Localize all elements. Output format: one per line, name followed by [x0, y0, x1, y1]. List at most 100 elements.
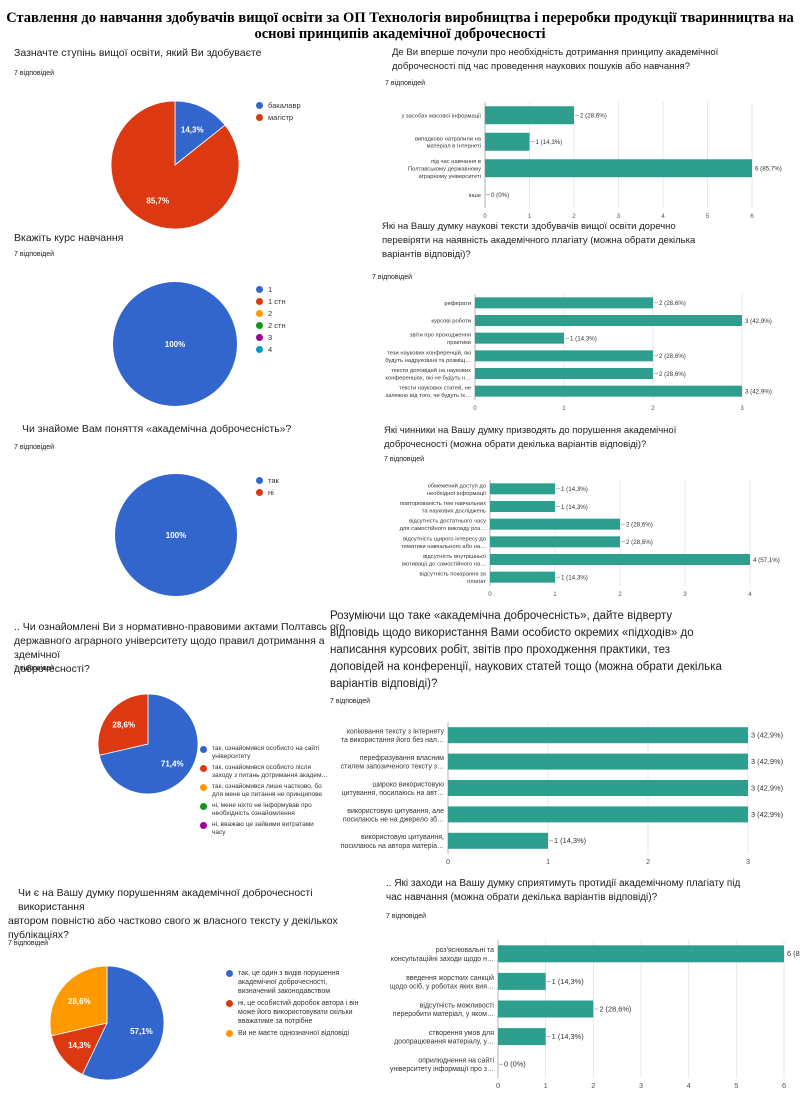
bar-value-label: 4 (57,1%) [753, 557, 780, 564]
pie1-legend: бакалавр магістр [256, 101, 376, 125]
legend-dot-icon [256, 114, 263, 121]
category-label: відсутність можливості переробити матеріа… [393, 1001, 495, 1018]
legend-item: так [256, 476, 376, 485]
bar5-count: 7 відповідей [386, 913, 427, 920]
bar3-chart: 0 1 2 3 4 1 (14,3%) обмежений доступ до необхід… [400, 480, 780, 598]
category-label: широко використовую цитування, посилаюсь … [342, 781, 444, 797]
bar [490, 571, 555, 583]
legend-item: так, ознайомився лише частково, бо для ме… [200, 783, 335, 799]
x-tick-label: 1 [546, 857, 550, 866]
x-tick-label: 2 [591, 1081, 595, 1090]
legend-dot-icon [256, 334, 263, 341]
bar [485, 106, 574, 125]
bar3-question: Які чинники на Вашу думку призводять до … [384, 425, 677, 450]
bar-value-label: 2 (28,6%) [659, 371, 686, 378]
pie3-chart: 100% [115, 474, 237, 596]
pie-slice-label: 57,1% [130, 1027, 153, 1036]
category-label: тези наукових конференцій, які будуть над… [385, 349, 471, 363]
x-tick-label: 6 [750, 213, 754, 220]
bar [490, 501, 555, 512]
x-tick-label: 2 [651, 405, 655, 412]
legend-dot-icon [226, 1030, 233, 1037]
pie-slice-label: 71,4% [161, 759, 184, 768]
pie5-question-line: автором повністю або частково свого ж вл… [8, 915, 338, 927]
x-tick-label: 4 [748, 591, 752, 598]
legend-label: так, ознайомився особисто на сайті універ… [212, 745, 320, 760]
bar1-chart: 0 1 2 3 4 5 6 2 (28,6%) у засобах масової інформ… [402, 102, 782, 220]
legend-item: бакалавр [256, 101, 376, 110]
legend-label: бакалавр [268, 101, 301, 110]
legend-item: 1 стн [256, 297, 376, 306]
legend-dot-icon [226, 970, 233, 977]
bar [498, 945, 784, 963]
legend-label: 1 [268, 285, 273, 294]
category-label: інше [469, 193, 481, 199]
bar4-chart: 0 1 2 3 3 (42,9%) копіювання тексту з Інтерне… [341, 722, 783, 866]
pie-slice-label: 100% [166, 531, 186, 540]
pie-slice-label: 100% [165, 340, 185, 349]
bar-value-label: 2 (28,6%) [580, 113, 607, 120]
bar-value-label: 3 (42,9%) [745, 318, 772, 325]
bar [490, 518, 620, 530]
pie5-chart: 57,1% 14,3% 28,6% [49, 965, 165, 1081]
legend-item: ні, це особистий доробок автора і він мож… [226, 999, 376, 1026]
bar-value-label: 6 (85,7%) [755, 166, 782, 173]
x-tick-label: 1 [553, 591, 557, 598]
pie2-legend: 1 1 стн 2 2 стн 3 4 [256, 285, 376, 357]
legend-item: так, ознайомився особисто на сайті універ… [200, 745, 335, 761]
bar1-question: Де Ви вперше почули про необхідність дот… [392, 47, 719, 72]
bar [490, 483, 555, 495]
category-label: створення умов для доопрацювання матеріал… [394, 1030, 494, 1046]
legend-label: ні [268, 488, 274, 497]
x-tick-label: 2 [618, 591, 622, 598]
category-label: повторюваність тем навчальних та наукових… [400, 501, 486, 514]
legend-label: ні, вважаю це зайвими витратами часу [212, 821, 314, 836]
legend-label: ні, мене ніхто не інформував про необхідн… [212, 802, 312, 817]
category-label: звіти про проходження практики [410, 333, 471, 346]
legend-item: 4 [256, 345, 376, 354]
x-tick-label: 4 [687, 1081, 691, 1090]
category-label: введення жорстких санкцій щодо осіб, у ро… [390, 974, 494, 991]
legend-label: так, ознайомився особисто після заходу з … [212, 764, 329, 779]
pie1-question: Зазначте ступінь вищої освіти, який Ви з… [14, 47, 262, 59]
bar-value-label: 2 (28,6%) [626, 539, 653, 546]
pie5-count: 7 відповідей [8, 940, 49, 947]
legend-dot-icon [200, 765, 207, 772]
category-label: у засобах масової інформації [402, 113, 482, 119]
pie-slice [110, 100, 240, 230]
bar2-count: 7 відповідей [372, 274, 413, 281]
legend-dot-icon [256, 322, 263, 329]
bar4-count: 7 відповідей [330, 698, 371, 705]
bar-value-label: 0 (0%) [504, 1060, 526, 1069]
legend-label: так, ознайомився лише частково, бо для ме… [212, 783, 323, 798]
x-tick-label: 3 [617, 213, 621, 220]
category-label: перефразування власним стилем запозиченог… [341, 755, 445, 771]
pie2-count: 7 відповідей [14, 251, 55, 258]
legend-dot-icon [256, 102, 263, 109]
bar [475, 385, 742, 397]
x-tick-label: 2 [572, 213, 576, 220]
x-tick-label: 6 [782, 1081, 786, 1090]
legend-dot-icon [200, 784, 207, 791]
pie1-chart: 14,3% 85,7% [110, 100, 240, 230]
bar [498, 972, 546, 990]
bar-value-label: 1 (14,3%) [561, 575, 588, 582]
legend-label: так, це один з видів порушення академічно… [238, 970, 340, 995]
pie-slice [50, 1022, 108, 1075]
bar [485, 159, 752, 178]
category-label: відсутність покарання за плагіат [419, 572, 486, 585]
legend-label: магістр [268, 113, 294, 122]
legend-dot-icon [200, 803, 207, 810]
bar [475, 368, 653, 379]
bar-value-label: 1 (14,3%) [561, 504, 588, 511]
category-label: реферати [444, 301, 471, 307]
x-tick-label: 2 [646, 857, 650, 866]
legend-label: 2 стн [268, 321, 286, 330]
legend-label: 1 стн [268, 297, 286, 306]
category-label: використовую цитування, посилаюсь на авто… [341, 834, 444, 850]
legend-label: 2 [268, 309, 273, 318]
pie1-count: 7 відповідей [14, 70, 55, 77]
pie-slice [98, 693, 199, 795]
bar [448, 780, 748, 796]
category-label: обмежений доступ до необхідної інформації [427, 482, 487, 496]
